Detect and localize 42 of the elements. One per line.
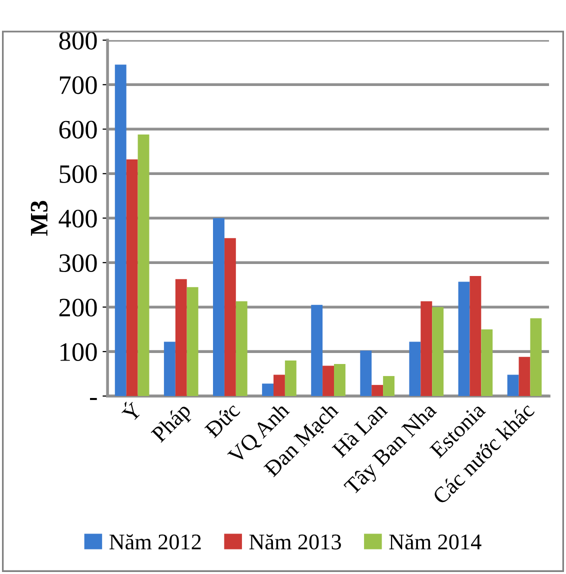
y-axis-title: M3: [30, 200, 48, 236]
bar: [420, 301, 432, 396]
bar: [470, 276, 482, 396]
bar: [334, 364, 346, 396]
x-tick-label: Pháp: [150, 402, 195, 446]
bar: [518, 356, 530, 396]
bar: [164, 342, 176, 396]
bar: [175, 279, 187, 396]
bar: [530, 318, 542, 396]
y-tick-label: -: [90, 398, 97, 400]
bar: [274, 374, 285, 396]
bar: [372, 384, 384, 396]
bar: [114, 64, 126, 396]
bar: [481, 329, 493, 396]
bar: [126, 159, 138, 396]
bar: [224, 238, 236, 396]
bar: [311, 304, 323, 396]
bar: [213, 218, 224, 396]
legend-label: Năm 2013: [249, 534, 341, 550]
bar: [186, 287, 198, 396]
bar: [236, 301, 248, 396]
bar: [262, 384, 274, 396]
bar: [507, 374, 519, 396]
y-tick-label: 100: [60, 343, 97, 361]
legend-label: Năm 2012: [109, 534, 201, 550]
bar: [409, 342, 421, 396]
bar: [138, 134, 150, 396]
bar: [432, 307, 444, 396]
y-tick-label: 700: [60, 76, 97, 94]
y-tick-label: 600: [59, 120, 97, 139]
legend-label: Năm 2014: [389, 534, 482, 550]
y-tick-label: 300: [59, 254, 97, 272]
y-tick-label: 200: [59, 298, 97, 317]
bar: [383, 376, 394, 396]
y-tick-label: 500: [60, 165, 97, 184]
bar: [322, 366, 334, 396]
y-tick-label: 800: [59, 32, 97, 50]
bar: [284, 360, 296, 396]
bar: [360, 350, 372, 396]
x-tick-label: Ý: [118, 398, 143, 423]
bar: [458, 282, 470, 396]
y-tick-label: 400: [58, 210, 97, 228]
